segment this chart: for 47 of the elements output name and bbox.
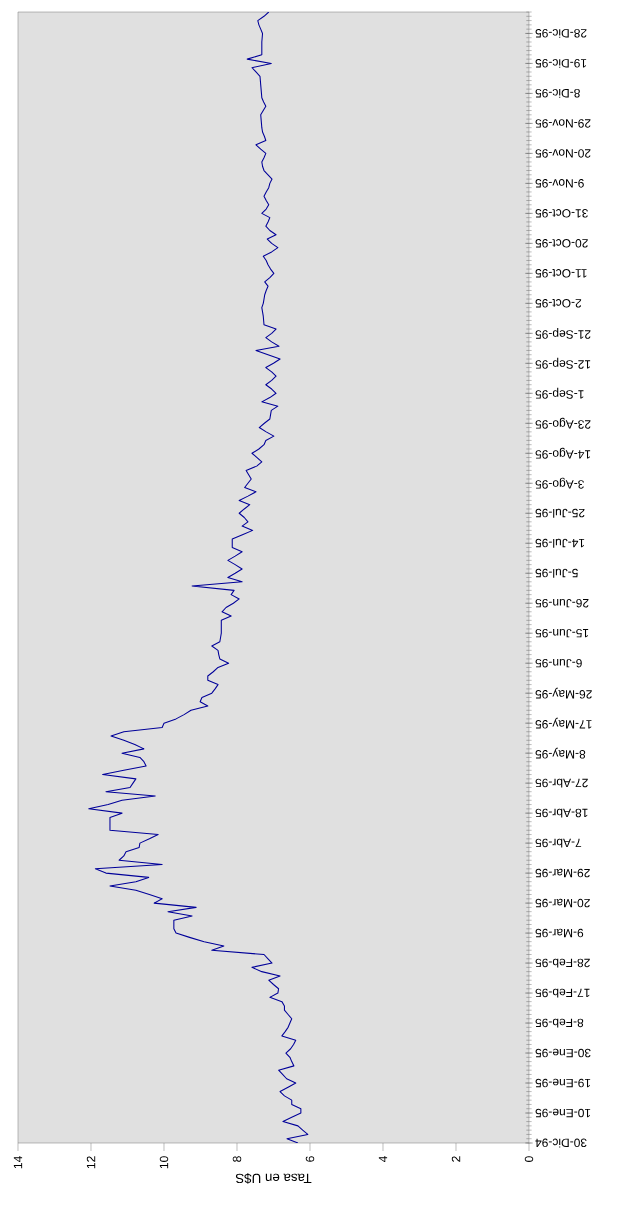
x-tick-label: 12 xyxy=(86,1156,96,1169)
y-tick-label: 2-Oct-95 xyxy=(535,299,582,308)
y-tick-label: 1-Sep-95 xyxy=(535,387,584,399)
y-tick-label: 11-Oct-95 xyxy=(535,269,587,278)
y-tick-label: 19-Ene-95 xyxy=(535,1078,591,1088)
y-tick-label: 6-Jun-95 xyxy=(535,658,582,668)
y-tick-label: 9-Nov-95 xyxy=(535,179,584,188)
y-tick-label: 8-May-95 xyxy=(535,747,586,759)
y-tick-label: 10-Ene-95 xyxy=(535,1108,591,1118)
y-tick-label: 26-Jun-95 xyxy=(535,598,589,608)
x-tick-label: 6 xyxy=(305,1156,315,1162)
y-tick-label: 30-Dic-94 xyxy=(535,1138,587,1148)
y-tick-label: 20-Oct-95 xyxy=(535,239,588,248)
y-tick-label: 31-Oct-95 xyxy=(535,209,588,218)
x-tick-label: 4 xyxy=(378,1156,388,1163)
x-tick-label: 10 xyxy=(159,1156,169,1169)
y-tick-label: 29-Mar-95 xyxy=(535,868,590,878)
x-tick-label: 8 xyxy=(232,1156,242,1162)
y-tick-label: 20-Nov-95 xyxy=(535,149,591,158)
y-tick-label: 3-Ago-95 xyxy=(535,477,584,489)
x-tick-label: 2 xyxy=(451,1156,461,1162)
y-tick-label: 21-Sep-95 xyxy=(535,327,591,339)
x-axis-title: Tasa en U$S xyxy=(235,1172,312,1184)
y-tick-label: 26-May-95 xyxy=(535,687,592,699)
y-tick-label: 30-Ene-95 xyxy=(535,1048,591,1058)
y-tick-label: 5-Jul-95 xyxy=(535,568,578,578)
y-tick-label: 9-Mar-95 xyxy=(535,928,584,938)
y-tick-label: 18-Abr-95 xyxy=(535,808,588,818)
y-tick-label: 27-Abr-95 xyxy=(535,778,588,788)
x-tick-label: 14 xyxy=(13,1156,23,1169)
y-tick-label: 20-Mar-95 xyxy=(535,898,590,908)
y-tick-label: 15-Jun-95 xyxy=(535,628,589,638)
y-tick-label: 17-Feb-95 xyxy=(535,988,590,998)
x-tick-label: 0 xyxy=(524,1156,534,1162)
y-tick-label: 19-Dic-95 xyxy=(535,59,587,68)
y-tick-label: 17-May-95 xyxy=(535,717,592,729)
y-tick-label: 28-Dic-95 xyxy=(535,29,587,38)
y-tick-label: 12-Sep-95 xyxy=(535,357,591,369)
y-tick-label: 7-Abr-95 xyxy=(535,838,582,848)
y-tick-label: 14-Ago-95 xyxy=(535,447,591,459)
y-tick-label: 29-Nov-95 xyxy=(535,119,591,128)
y-tick-label: 14-Jul-95 xyxy=(535,538,585,548)
y-tick-label: 8-Feb-95 xyxy=(535,1018,584,1028)
y-tick-label: 8-Dic-95 xyxy=(535,88,580,98)
y-tick-label: 28-Feb-95 xyxy=(535,958,590,968)
y-tick-label: 25-Jul-95 xyxy=(535,508,585,518)
y-tick-label: 23-Ago-95 xyxy=(535,417,591,429)
